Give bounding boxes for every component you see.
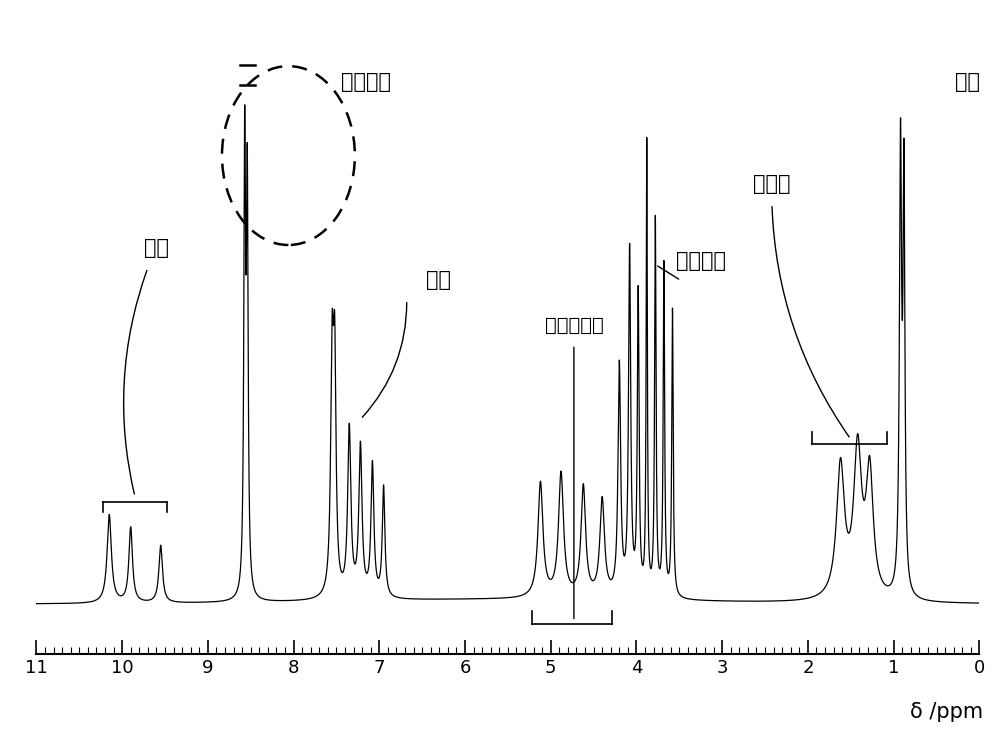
Text: 葡萄糖单元: 葡萄糖单元 (545, 315, 603, 335)
Text: 氨基: 氨基 (144, 238, 169, 258)
Text: 苯基: 苯基 (426, 270, 451, 290)
Text: 甲基: 甲基 (955, 72, 980, 92)
Text: 氘代吡啶: 氘代吡啶 (341, 72, 391, 92)
Text: 亚甲氧基: 亚甲氧基 (676, 250, 726, 270)
Text: 亚甲基: 亚甲基 (753, 174, 791, 194)
X-axis label: δ /ppm: δ /ppm (910, 702, 983, 722)
